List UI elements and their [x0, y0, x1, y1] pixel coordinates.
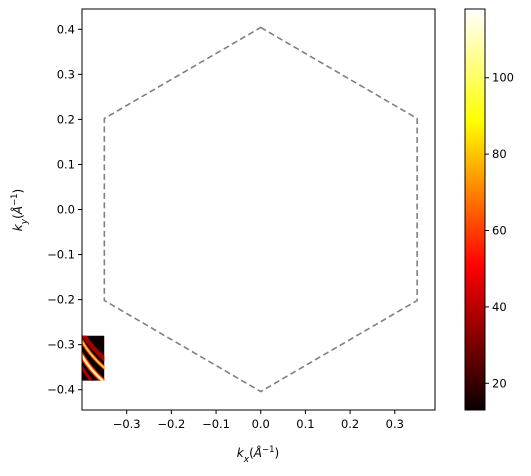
colorbar [464, 8, 486, 411]
y-tick-label: −0.3 [47, 338, 75, 352]
x-tick-label: 0.1 [296, 417, 314, 431]
x-tick-label: 0.3 [386, 417, 404, 431]
x-tick-label: 0.0 [252, 417, 270, 431]
y-tick-label: 0.0 [57, 203, 75, 217]
colorbar-tick-label: 100 [492, 71, 514, 85]
y-tick-label: −0.2 [47, 293, 75, 307]
axes-background [82, 9, 435, 410]
x-tick-label: −0.1 [202, 417, 230, 431]
heatmap-patch [82, 335, 105, 381]
x-tick-label: −0.3 [113, 417, 141, 431]
colorbar-tick-label: 60 [492, 224, 507, 238]
y-axis-label: ky(Å−1) [10, 189, 30, 231]
colorbar-tick-label: 20 [492, 376, 507, 390]
y-tick-label: 0.3 [57, 67, 75, 81]
y-tick-label: −0.4 [47, 383, 75, 397]
colorbar-ticks: 20 40 60 80 100 [485, 71, 514, 390]
heatmap-band-5 [82, 354, 104, 381]
y-tick-label: −0.1 [47, 248, 75, 262]
heatmap-band-2 [82, 339, 105, 369]
colorbar-tick-label: 40 [492, 300, 507, 314]
colorbar-tick-label: 80 [492, 147, 507, 161]
y-tick-label: 0.1 [57, 157, 75, 171]
brillouin-zone-hexagon [103, 26, 418, 393]
x-axis-ticks: −0.3 −0.2 −0.1 0.0 0.1 0.2 0.3 [113, 410, 404, 431]
heatmap-band-0 [82, 335, 105, 362]
y-axis-ticks: 0.4 0.3 0.2 0.1 0.0 −0.1 −0.2 −0.3 −0.4 [47, 22, 82, 397]
y-tick-label: 0.2 [57, 112, 75, 126]
x-axis-label: kx(Å−1) [237, 445, 279, 465]
y-tick-label: 0.4 [57, 22, 75, 36]
x-tick-label: 0.2 [341, 417, 359, 431]
x-tick-label: −0.2 [157, 417, 185, 431]
